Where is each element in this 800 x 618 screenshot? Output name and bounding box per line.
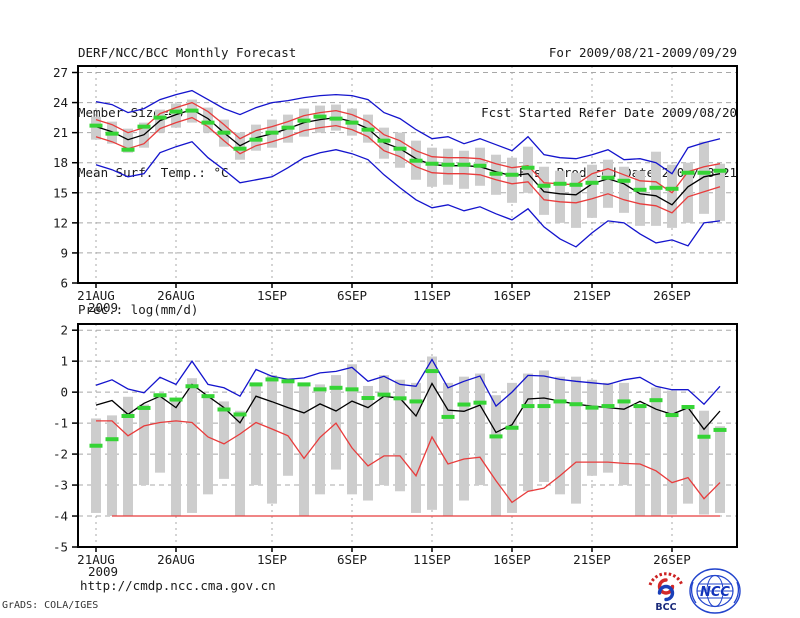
svg-text:1: 1 [60, 354, 68, 369]
ensemble-min-line [96, 420, 721, 504]
temp-chart-title: Mean Surf. Temp.: °C [78, 165, 229, 180]
bcc-logo-top-arc-text [648, 572, 684, 586]
svg-text:16SEP: 16SEP [493, 552, 531, 567]
svg-text:12: 12 [53, 215, 68, 230]
svg-text:21SEP: 21SEP [573, 288, 611, 303]
svg-text:2: 2 [60, 323, 68, 338]
svg-text:24: 24 [53, 95, 68, 110]
svg-text:9: 9 [60, 245, 68, 260]
ncc-logo: NCC [689, 568, 741, 614]
svg-text:6SEP: 6SEP [337, 552, 367, 567]
svg-text:21: 21 [53, 125, 68, 140]
svg-text:15: 15 [53, 185, 68, 200]
svg-text:16SEP: 16SEP [493, 288, 531, 303]
svg-text:-4: -4 [53, 509, 68, 524]
header-left: DERF/NCC/BCC Monthly Forecast Member Siz… [78, 3, 296, 223]
plot-title: DERF/NCC/BCC Monthly Forecast [78, 45, 297, 60]
svg-text:2009: 2009 [88, 300, 118, 315]
svg-text:26AUG: 26AUG [157, 288, 195, 303]
svg-text:21AUG: 21AUG [77, 552, 115, 567]
bcc-logo-label: BCC [655, 602, 676, 613]
svg-text:1SEP: 1SEP [257, 552, 287, 567]
temperature-chart-frame [77, 65, 738, 284]
ensemble-mean-line [95, 382, 721, 434]
svg-text:6SEP: 6SEP [337, 288, 367, 303]
svg-text:6: 6 [60, 276, 68, 291]
svg-text:-3: -3 [53, 478, 68, 493]
svg-text:2009: 2009 [88, 564, 118, 579]
svg-text:-1: -1 [53, 416, 68, 431]
ensemble-min-line [95, 140, 721, 248]
ncc-logo-label: NCC [700, 585, 730, 600]
svg-text:26SEP: 26SEP [653, 552, 691, 567]
forecast-range-label: For 2009/08/21-2009/09/29 [548, 45, 737, 60]
precip-chart-title: Prec.: log(mm/d) [78, 302, 199, 317]
green-median-marks [89, 108, 727, 192]
svg-text:21SEP: 21SEP [573, 552, 611, 567]
green-median-marks [89, 369, 727, 448]
svg-text:11SEP: 11SEP [413, 552, 451, 567]
bcc-logo: BCC [648, 572, 684, 613]
svg-text:11SEP: 11SEP [413, 288, 451, 303]
svg-text:18: 18 [53, 155, 68, 170]
grads-credit: GrADS: COLA/IGES [2, 600, 99, 611]
svg-text:21AUG: 21AUG [77, 288, 115, 303]
footer-url: http://cmdp.ncc.cma.gov.cn [80, 578, 276, 593]
lower-spread-line [95, 116, 721, 214]
upper-spread-line [95, 101, 721, 194]
ensemble-spread-bars [91, 356, 725, 517]
svg-text:0: 0 [60, 385, 68, 400]
svg-text:27: 27 [53, 65, 68, 80]
ncc-logo-wreath [690, 581, 740, 604]
precipitation-chart-frame [77, 323, 738, 548]
refer-date-label: Fcst Started Refer Date 2009/08/20 [481, 105, 737, 120]
svg-text:1SEP: 1SEP [257, 288, 287, 303]
bcc-logo-blue-swirl [657, 584, 675, 602]
svg-text:-5: -5 [53, 540, 68, 555]
svg-text:26AUG: 26AUG [157, 552, 195, 567]
ensemble-mean-line [95, 108, 721, 206]
svg-text:-2: -2 [53, 447, 68, 462]
svg-text:26SEP: 26SEP [653, 288, 691, 303]
ensemble-max-line [95, 89, 721, 175]
ensemble-max-line [95, 358, 721, 408]
